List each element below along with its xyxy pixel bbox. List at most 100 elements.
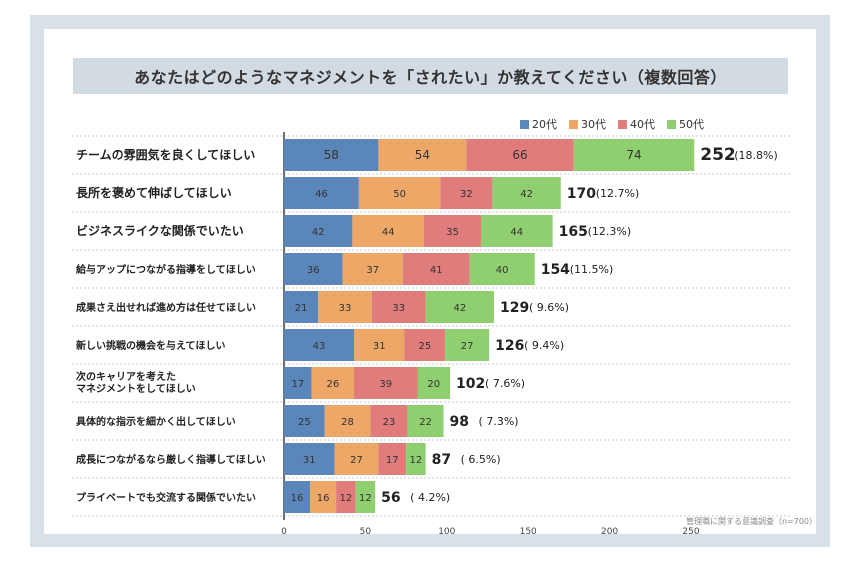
title-band: あなたはどのようなマネジメントを「されたい」か教えてください（複数回答） xyxy=(73,58,788,94)
category-label: 長所を褒めて伸ばしてほしい xyxy=(76,185,232,200)
category-label: プライベートでも交流する関係でいたい xyxy=(76,491,256,504)
category-label: 新しい挑戦の機会を与えてほしい xyxy=(76,339,226,352)
legend-item: 20代 xyxy=(520,116,557,132)
category-label: 成長につながるなら厳しく指導してほしい xyxy=(76,453,266,466)
legend-item: 30代 xyxy=(569,116,606,132)
bar-segment xyxy=(284,367,312,399)
data-label: 16 xyxy=(317,493,330,504)
bar-segment xyxy=(424,215,481,247)
percent-label: ( 4.2%) xyxy=(410,491,450,504)
bar-segment xyxy=(334,443,379,475)
x-tick-label: 50 xyxy=(360,527,372,537)
data-label: 54 xyxy=(415,148,430,162)
legend-swatch xyxy=(618,119,627,129)
legend: 20代 30代 40代 50代 xyxy=(520,116,704,132)
data-label: 20 xyxy=(427,379,440,390)
bar-segment xyxy=(311,367,355,399)
bar-segment xyxy=(284,177,359,209)
bar-segment xyxy=(402,253,470,285)
legend-label: 40代 xyxy=(630,118,655,131)
total-label: 170 xyxy=(567,186,596,202)
bar-segment xyxy=(404,329,446,361)
category-label: 給与アップにつながる指導をしてほしい xyxy=(76,263,256,276)
bar-segment xyxy=(371,291,426,323)
bar-segment xyxy=(370,405,408,437)
bar-segment xyxy=(406,443,426,475)
bar-segment xyxy=(318,291,372,323)
data-label: 58 xyxy=(324,148,339,162)
data-label: 12 xyxy=(339,493,352,504)
data-label: 12 xyxy=(410,455,423,466)
bar-segment xyxy=(425,291,495,323)
data-label: 32 xyxy=(460,189,473,200)
bar-segment xyxy=(284,443,335,475)
percent-label: (18.8%) xyxy=(734,149,778,162)
legend-item: 40代 xyxy=(618,116,655,132)
legend-label: 30代 xyxy=(581,118,606,131)
data-label: 17 xyxy=(386,455,399,466)
data-label: 46 xyxy=(315,189,328,200)
percent-label: (12.3%) xyxy=(588,225,632,238)
total-label: 129 xyxy=(500,300,529,316)
bar-segment xyxy=(358,177,441,209)
bar-segment xyxy=(342,253,403,285)
bar-segment xyxy=(284,139,379,171)
bar-segment xyxy=(284,291,319,323)
data-label: 26 xyxy=(326,379,339,390)
data-label: 28 xyxy=(341,417,354,428)
data-label: 66 xyxy=(512,148,527,162)
bar-segment xyxy=(354,329,405,361)
x-tick-label: 200 xyxy=(601,527,618,537)
bar-segment xyxy=(445,329,490,361)
bar-segment xyxy=(284,329,355,361)
bar-segment xyxy=(378,443,407,475)
total-label: 126 xyxy=(495,338,524,354)
data-label: 31 xyxy=(303,455,316,466)
category-label: 成果さえ出せれば進め方は任せてほしい xyxy=(76,301,256,314)
data-label: 16 xyxy=(291,493,304,504)
bar-segment xyxy=(284,253,343,285)
legend-item: 50代 xyxy=(667,116,704,132)
category-label: チームの雰囲気を良くしてほしい xyxy=(76,147,255,162)
category-label: 具体的な指示を細かく出してほしい xyxy=(75,415,236,428)
data-label: 23 xyxy=(383,417,396,428)
data-label: 36 xyxy=(307,265,320,276)
bar-segment xyxy=(469,253,535,285)
legend-swatch xyxy=(520,119,529,129)
data-label: 33 xyxy=(339,303,352,314)
data-label: 39 xyxy=(379,379,392,390)
bar-segment xyxy=(417,367,451,399)
percent-label: (12.7%) xyxy=(596,187,640,200)
bar-segment xyxy=(480,215,553,247)
data-label: 40 xyxy=(496,265,509,276)
data-label: 12 xyxy=(359,493,372,504)
data-label: 27 xyxy=(350,455,363,466)
bar-segment xyxy=(378,139,467,171)
percent-label: ( 7.6%) xyxy=(485,377,525,390)
total-label: 98 xyxy=(450,414,469,430)
bar-segment xyxy=(466,139,574,171)
chart-title: あなたはどのようなマネジメントを「されたい」か教えてください（複数回答） xyxy=(134,68,727,87)
legend-swatch xyxy=(667,119,676,129)
x-tick-label: 150 xyxy=(520,527,537,537)
bar-segment xyxy=(407,405,444,437)
percent-label: ( 9.6%) xyxy=(529,301,569,314)
data-label: 42 xyxy=(520,189,533,200)
total-label: 252 xyxy=(700,145,736,165)
data-label: 74 xyxy=(626,148,641,162)
bar-segment xyxy=(310,481,337,513)
total-label: 102 xyxy=(456,376,485,392)
bar-segment xyxy=(573,139,695,171)
bar-segment xyxy=(352,215,425,247)
legend-swatch xyxy=(569,119,578,129)
data-label: 42 xyxy=(453,303,466,314)
percent-label: ( 6.5%) xyxy=(461,453,501,466)
data-label: 27 xyxy=(461,341,474,352)
x-tick-label: 100 xyxy=(438,527,455,537)
bar-segment xyxy=(284,481,311,513)
percent-label: (11.5%) xyxy=(570,263,614,276)
data-label: 21 xyxy=(295,303,308,314)
percent-label: ( 7.3%) xyxy=(479,415,519,428)
bar-segment xyxy=(324,405,371,437)
